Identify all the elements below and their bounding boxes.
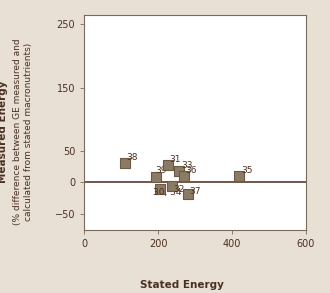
Point (169, 184, 175, 188)
Point (185, 191, 190, 196)
Point (157, 186, 162, 191)
Text: 39: 39 (155, 166, 167, 176)
Point (237, 174, 242, 178)
Text: Measured Energy: Measured Energy (0, 81, 8, 183)
Text: 35: 35 (241, 166, 253, 175)
Text: 38: 38 (127, 153, 138, 162)
Point (153, 175, 159, 180)
Point (166, 163, 171, 168)
Text: 31: 31 (170, 155, 181, 164)
Point (122, 161, 127, 166)
Text: 32: 32 (173, 185, 184, 194)
Text: Stated Energy: Stated Energy (140, 280, 223, 290)
Text: 33: 33 (181, 161, 193, 170)
Text: 30, 34: 30, 34 (153, 188, 182, 197)
Point (181, 174, 186, 178)
Point (177, 168, 182, 173)
Y-axis label: Measured Energy
(% difference between GE measured and
calculated from stated mac: Measured Energy (% difference between GE… (0, 292, 1, 293)
Text: (% difference between GE measured and
calculated from stated macronutrients): (% difference between GE measured and ca… (14, 39, 33, 225)
Text: 36: 36 (186, 166, 197, 175)
X-axis label: Stated Energy
(kcal/portion calculated from stated macronutrients): Stated Energy (kcal/portion calculated f… (0, 292, 1, 293)
Text: 37: 37 (189, 187, 201, 195)
